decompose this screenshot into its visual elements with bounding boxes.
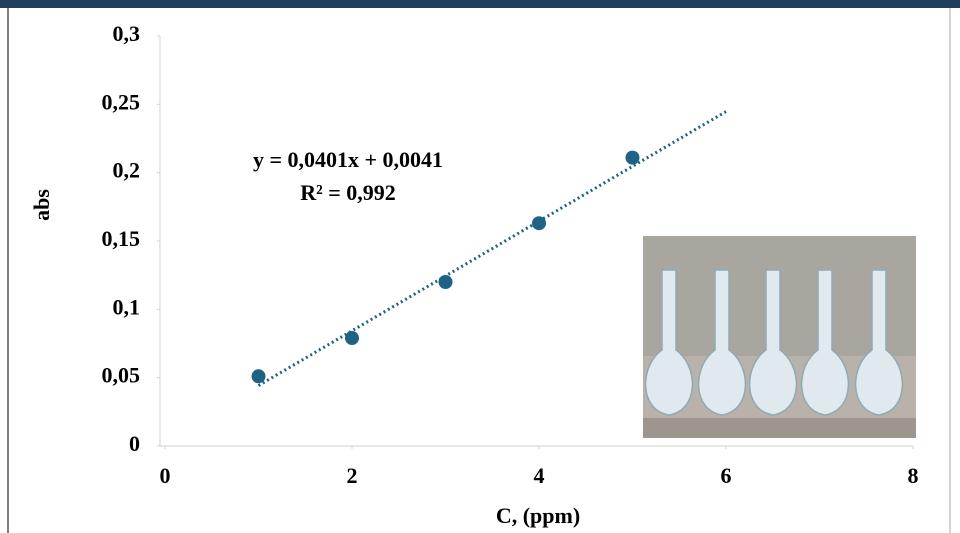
y-tick-label: 0,15 [102,226,141,251]
y-tick-label: 0,2 [113,158,141,183]
point [251,369,266,384]
trendline-r2: R² = 0,992 [300,180,396,205]
point [438,275,453,289]
x-axis-title: C, (ppm) [496,503,580,528]
x-tick-label: 0 [160,463,171,488]
point [625,150,640,165]
y-axis-title: abs [29,189,54,221]
trendline [257,110,727,387]
point [345,331,359,346]
x-tick-label: 4 [534,463,545,488]
y-tick-label: 0 [129,431,140,456]
y-tick-label: 0,05 [102,363,141,388]
y-tick-label: 0,25 [102,89,141,114]
inset-photo [643,236,916,438]
trendline-equation: y = 0,0401x + 0,0041 [253,147,443,172]
y-tick-label: 0,1 [113,294,141,319]
x-tick-label: 8 [908,463,919,488]
y-tick-label: 0,3 [113,21,141,46]
top-bar [0,0,960,8]
x-tick-label: 6 [721,463,732,488]
point [532,216,546,231]
x-tick-label: 2 [347,463,358,488]
